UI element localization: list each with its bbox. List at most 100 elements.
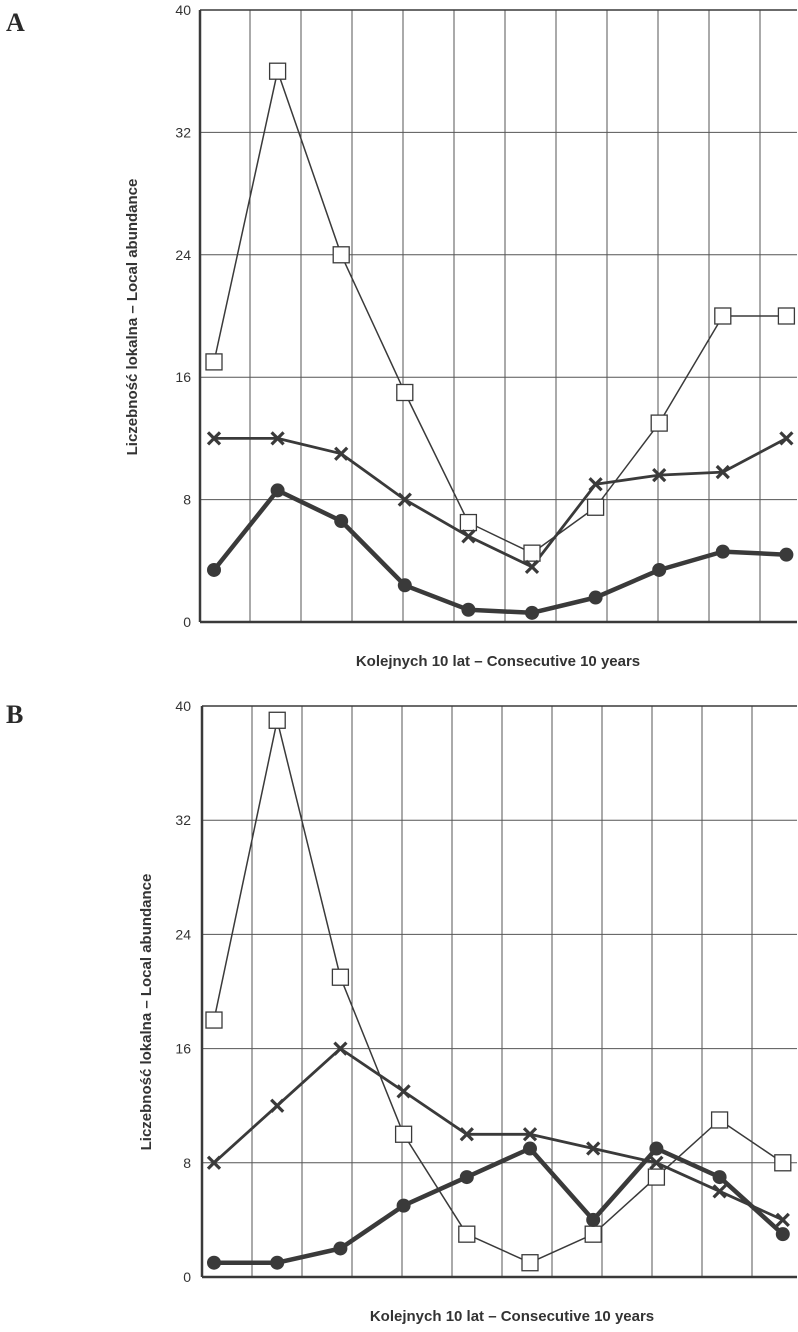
marker-square <box>586 498 605 516</box>
marker-circle <box>334 514 349 529</box>
marker-cross-stroke <box>652 467 667 483</box>
grid-a <box>198 9 797 624</box>
marker-circle <box>270 483 285 498</box>
marker-cross <box>712 1184 727 1199</box>
marker-square <box>459 513 478 532</box>
marker-circle <box>649 1141 664 1156</box>
x-axis-label-b: Kolejnych 10 lat – Consecutive 10 years <box>370 1308 654 1325</box>
marker-circle <box>652 562 667 577</box>
marker-cross <box>524 559 540 575</box>
y-tick-label: 32 <box>175 812 191 828</box>
marker-square <box>331 968 350 986</box>
marker-cross <box>206 1155 222 1170</box>
marker-cross-stroke <box>522 1127 538 1142</box>
marker-cross <box>652 467 667 483</box>
y-tick-label: 16 <box>175 369 191 385</box>
marker-cross-stroke <box>775 1212 790 1228</box>
marker-cross-stroke <box>586 1141 601 1156</box>
y-axis-label-b: Liczebność lokalna – Local abundance <box>138 874 155 1151</box>
marker-cross <box>586 1141 601 1156</box>
marker-circle <box>461 602 476 617</box>
marker-cross-stroke <box>524 559 540 575</box>
marker-cross-stroke <box>779 431 794 446</box>
marker-square <box>714 307 732 325</box>
marker-square <box>647 1168 666 1186</box>
series-line-circle <box>212 488 787 616</box>
marker-circle <box>207 1255 221 1270</box>
series-line-square <box>213 70 787 554</box>
series-line-square <box>213 719 784 1264</box>
marker-cross <box>334 446 349 461</box>
marker-circle <box>207 562 221 577</box>
panel-letter-a: A <box>6 8 25 37</box>
y-ticks-a: 0 8 16 24 32 40 <box>175 2 191 630</box>
marker-square <box>710 1111 729 1129</box>
y-tick-label: 8 <box>183 1155 191 1171</box>
marker-cross <box>459 1127 474 1142</box>
y-tick-label: 24 <box>175 247 191 263</box>
marker-circle <box>397 578 412 593</box>
marker-square <box>777 307 796 325</box>
marker-circle <box>779 547 794 562</box>
marker-cross <box>779 431 794 446</box>
y-ticks-b: 0 8 16 24 32 40 <box>175 698 191 1285</box>
marker-cross-stroke <box>334 446 349 461</box>
marker-circle <box>270 1255 285 1270</box>
marker-square <box>458 1225 476 1243</box>
marker-square <box>394 1125 413 1143</box>
marker-cross-stroke <box>459 1127 474 1142</box>
y-tick-label: 0 <box>183 1269 191 1285</box>
marker-cross <box>522 1127 538 1142</box>
marker-square <box>396 383 414 402</box>
y-tick-label: 16 <box>175 1041 191 1057</box>
marker-cross <box>396 1084 411 1099</box>
x-axis-label-a: Kolejnych 10 lat – Consecutive 10 years <box>356 653 640 670</box>
y-tick-label: 32 <box>175 124 191 140</box>
series-line-cross <box>213 1047 784 1222</box>
y-tick-label: 0 <box>183 614 191 630</box>
marker-circle <box>396 1198 411 1213</box>
marker-cross <box>461 529 476 544</box>
series-lines-b <box>213 719 785 1265</box>
series-lines-a <box>212 70 788 616</box>
series-markers-a <box>205 62 796 620</box>
marker-square <box>332 246 350 264</box>
y-tick-label: 24 <box>175 926 191 942</box>
y-tick-label: 40 <box>175 2 191 18</box>
marker-circle <box>525 605 539 620</box>
marker-cross <box>270 1098 285 1113</box>
chart-panel-a: A 0 8 16 24 32 40 Kolejnych 10 lat – Consecut… <box>6 2 797 670</box>
marker-cross <box>588 477 603 492</box>
series-line-circle <box>214 1146 785 1265</box>
marker-square <box>205 1011 223 1029</box>
marker-cross <box>206 431 222 446</box>
marker-square <box>521 1254 539 1272</box>
y-tick-label: 8 <box>183 492 191 508</box>
marker-square <box>774 1154 792 1172</box>
marker-cross-stroke <box>397 492 412 507</box>
marker-circle <box>523 1141 537 1156</box>
marker-cross <box>397 492 412 507</box>
marker-cross-stroke <box>461 529 476 544</box>
marker-circle <box>775 1227 790 1242</box>
marker-cross-stroke <box>715 464 730 480</box>
marker-circle <box>333 1241 348 1256</box>
marker-cross-stroke <box>270 1098 285 1113</box>
grid-b <box>200 705 797 1279</box>
marker-square <box>268 62 287 80</box>
series-markers-b <box>205 711 792 1272</box>
y-axis-label-a: Liczebność lokalna – Local abundance <box>124 179 141 456</box>
marker-cross-stroke <box>206 1155 222 1170</box>
marker-cross <box>270 431 285 446</box>
marker-cross-stroke <box>206 431 222 446</box>
marker-square <box>205 353 223 371</box>
marker-cross <box>775 1212 790 1228</box>
marker-cross-stroke <box>270 431 285 446</box>
marker-cross-stroke <box>712 1184 727 1199</box>
marker-cross-stroke <box>588 477 603 492</box>
marker-square <box>650 414 668 432</box>
marker-cross-stroke <box>396 1084 411 1099</box>
marker-circle <box>588 590 603 605</box>
marker-square <box>584 1225 602 1243</box>
